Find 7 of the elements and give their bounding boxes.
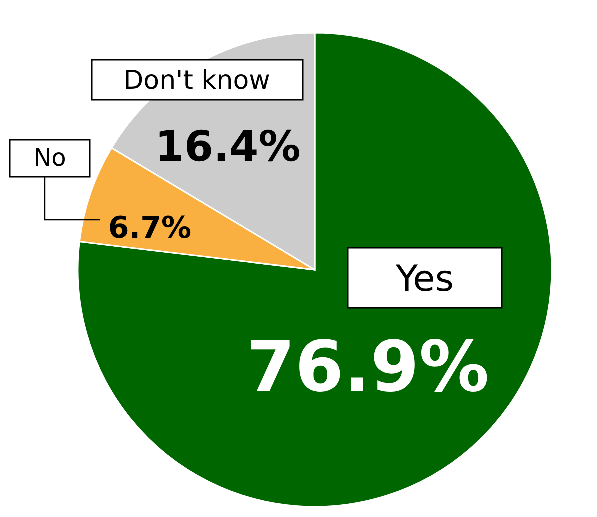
data-label: 6.7% xyxy=(108,211,192,246)
pie-slice xyxy=(77,32,553,508)
data-label: 76.9% xyxy=(246,326,490,408)
slice-label: Yes xyxy=(394,259,454,300)
data-label: 16.4% xyxy=(155,122,301,171)
slice-label: No xyxy=(34,144,66,172)
slice-label: Don't know xyxy=(124,66,270,96)
